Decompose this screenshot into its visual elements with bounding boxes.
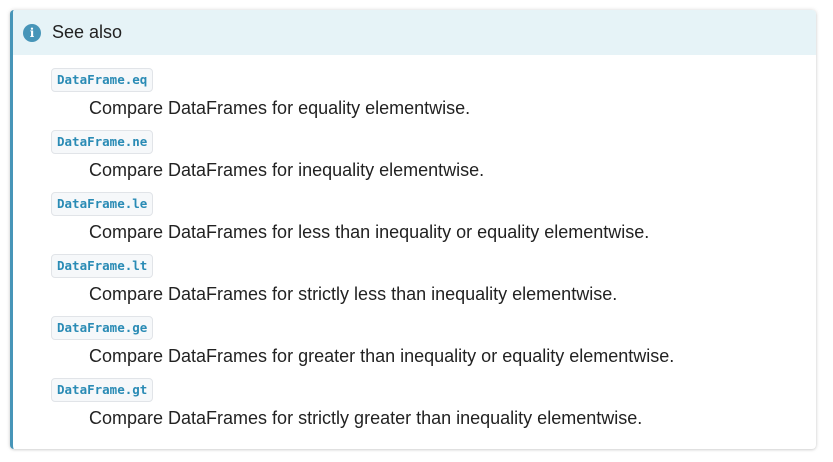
entry-description: Compare DataFrames for strictly less tha…	[89, 284, 618, 304]
see-also-list: DataFrame.eq Compare DataFrames for equa…	[13, 55, 816, 440]
dataframe-eq-link[interactable]: DataFrame.eq	[51, 68, 154, 92]
entry-description: Compare DataFrames for equality elementw…	[89, 98, 471, 118]
list-item: DataFrame.gt Compare DataFrames for stri…	[51, 378, 816, 440]
dataframe-lt-link[interactable]: DataFrame.lt	[51, 254, 154, 278]
entry-description: Compare DataFrames for inequality elemen…	[89, 160, 485, 180]
list-item: DataFrame.le Compare DataFrames for less…	[51, 192, 816, 254]
list-item: DataFrame.eq Compare DataFrames for equa…	[51, 68, 816, 130]
admonition-header: i See also	[13, 10, 816, 55]
dataframe-ge-link[interactable]: DataFrame.ge	[51, 316, 154, 340]
list-item: DataFrame.ge Compare DataFrames for grea…	[51, 316, 816, 378]
list-item: DataFrame.lt Compare DataFrames for stri…	[51, 254, 816, 316]
list-item: DataFrame.ne Compare DataFrames for ineq…	[51, 130, 816, 192]
entry-description: Compare DataFrames for greater than ineq…	[89, 346, 675, 366]
entry-description: Compare DataFrames for strictly greater …	[89, 408, 643, 428]
dataframe-le-link[interactable]: DataFrame.le	[51, 192, 154, 216]
info-icon: i	[23, 24, 41, 42]
admonition-title: See also	[52, 22, 123, 42]
dataframe-ne-link[interactable]: DataFrame.ne	[51, 130, 154, 154]
entry-description: Compare DataFrames for less than inequal…	[89, 222, 650, 242]
dataframe-gt-link[interactable]: DataFrame.gt	[51, 378, 154, 402]
see-also-admonition: i See also DataFrame.eq Compare DataFram…	[10, 10, 816, 449]
